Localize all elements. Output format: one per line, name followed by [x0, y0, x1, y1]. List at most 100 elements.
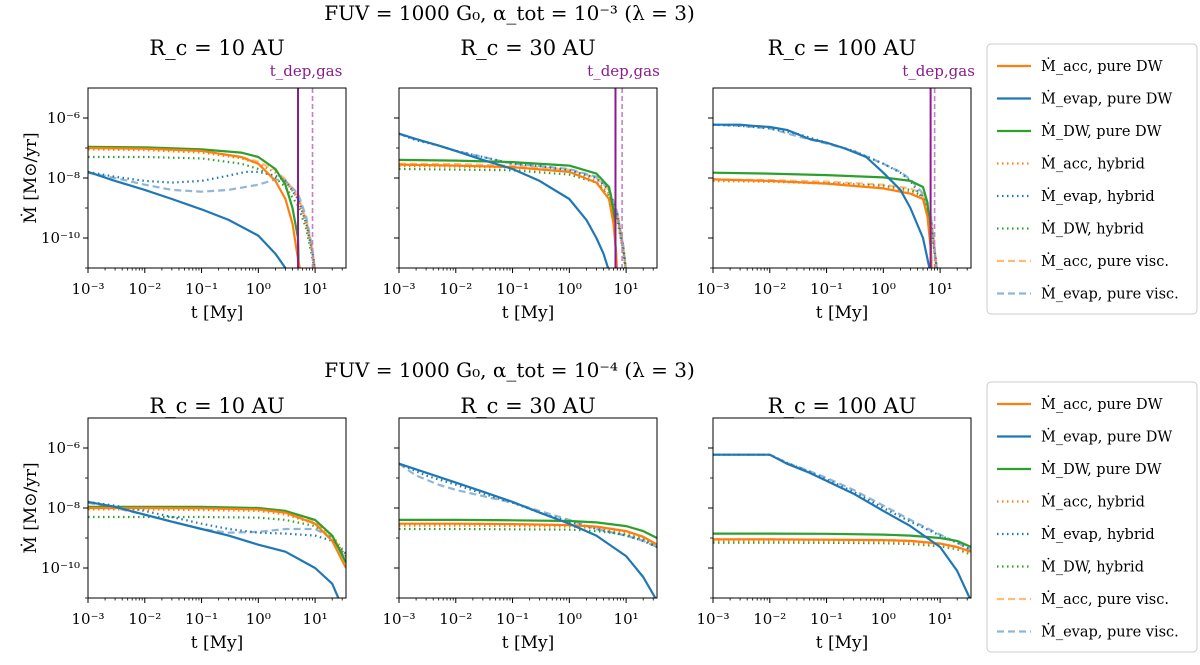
x-tick-label: 10⁻¹	[496, 280, 529, 298]
x-tick-label: 10¹	[614, 610, 639, 628]
series-line-dw_hybrid	[713, 541, 971, 556]
x-axis-label: t [My]	[502, 303, 555, 323]
panel-2-3: 10⁻³ 10⁻² 10⁻¹ 10⁰ 10¹ R_c = 100 AU t [My]	[696, 394, 972, 653]
x-tick-label: 10¹	[928, 610, 953, 628]
legend-label-acc_hybrid: Ṁ_acc, hybrid	[1041, 155, 1145, 173]
legend-label-evap_visc: Ṁ_evap, pure visc.	[1041, 623, 1179, 641]
plot-lines	[713, 123, 938, 268]
y-tick-label: 10⁻⁶	[47, 439, 80, 457]
x-tick-label: 10⁻²	[439, 280, 472, 298]
series-line-evap_pure_dw	[88, 170, 287, 268]
legend-label-evap_visc: Ṁ_evap, pure visc.	[1041, 285, 1179, 303]
tdep-label: t_dep,gas	[587, 62, 660, 80]
series-line-dw_pure_dw	[88, 145, 300, 268]
legend-label-evap_hybrid: Ṁ_evap, hybrid	[1041, 525, 1155, 543]
plot-lines	[399, 132, 627, 268]
x-tick-label: 10⁻²	[753, 280, 786, 298]
plot-lines	[399, 462, 657, 598]
legend-label-acc_pure_dw: Ṁ_acc, pure DW	[1041, 57, 1163, 75]
series-line-evap_visc	[88, 171, 316, 268]
panel-title: R_c = 30 AU	[460, 36, 595, 60]
series-line-acc_hybrid	[399, 524, 657, 546]
series-line-dw_hybrid	[399, 167, 627, 268]
x-tick-label: 10⁻²	[128, 610, 161, 628]
x-tick-label: 10⁻¹	[810, 280, 843, 298]
x-tick-label: 10⁰	[246, 610, 271, 628]
series-line-acc_visc	[713, 178, 938, 268]
figure-suptitle: FUV = 1000 G₀, α_tot = 10⁻³ (λ = 3)	[324, 1, 695, 25]
series-line-evap_visc	[88, 501, 346, 560]
legend-label-evap_hybrid: Ṁ_evap, hybrid	[1041, 187, 1155, 205]
x-tick-label: 10⁰	[871, 610, 896, 628]
x-tick-label: 10¹	[303, 610, 328, 628]
x-tick-label: 10⁰	[871, 280, 896, 298]
x-tick-label: 10⁻³	[382, 280, 415, 298]
x-tick-label: 10⁻¹	[185, 280, 218, 298]
series-line-acc_pure_dw	[88, 506, 346, 569]
panel-2-2: 10⁻³ 10⁻² 10⁻¹ 10⁰ 10¹ R_c = 30 AU t [My]	[382, 394, 658, 653]
legend-label-dw_pure_dw: Ṁ_DW, pure DW	[1041, 460, 1162, 478]
series-line-evap_hybrid	[399, 462, 657, 549]
tdep-label: t_dep,gas	[270, 62, 343, 80]
series-line-evap_pure_dw	[713, 123, 931, 268]
series-line-acc_pure_dw	[88, 146, 301, 268]
x-axis-label: t [My]	[816, 303, 869, 323]
series-line-dw_pure_dw	[713, 171, 933, 268]
legend-label-evap_pure_dw: Ṁ_evap, pure DW	[1041, 428, 1172, 446]
x-axis-label: t [My]	[191, 633, 244, 653]
y-tick-label: 10⁻⁸	[47, 169, 80, 187]
legend-1: Ṁ_acc, pure DW Ṁ_evap, pure DW Ṁ_DW, pure …	[986, 43, 1198, 315]
x-axis-label: t [My]	[816, 633, 869, 653]
x-tick-label: 10⁻³	[71, 610, 104, 628]
x-tick-label: 10⁻³	[382, 610, 415, 628]
series-line-acc_pure_dw	[399, 522, 657, 546]
panel-1-3: 10⁻³ 10⁻² 10⁻¹ 10⁰ 10¹ R_c = 100 AU t [My]	[696, 36, 972, 323]
x-tick-label: 10⁻²	[439, 610, 472, 628]
series-line-evap_pure_dw	[399, 462, 657, 598]
series-line-evap_hybrid	[88, 170, 316, 268]
x-tick-label: 10⁰	[557, 280, 582, 298]
series-line-dw_pure_dw	[713, 532, 971, 549]
panel-1-2: 10⁻³ 10⁻² 10⁻¹ 10⁰ 10¹ R_c = 30 AU t [My]	[382, 36, 658, 323]
plot-lines	[88, 145, 316, 268]
x-tick-label: 10⁻¹	[810, 610, 843, 628]
series-line-evap_hybrid	[399, 132, 627, 268]
x-tick-label: 10⁰	[557, 610, 582, 628]
x-tick-label: 10⁻¹	[496, 610, 529, 628]
panel-2-1: 10⁻³ 10⁻² 10⁻¹ 10⁰ 10¹ 10⁻⁶ 10⁻⁸ 10⁻¹⁰ R_c = 10 …	[20, 394, 347, 653]
x-tick-label: 10¹	[614, 280, 639, 298]
series-line-acc_hybrid	[713, 539, 971, 555]
x-tick-label: 10⁻²	[128, 280, 161, 298]
plot-lines	[713, 453, 971, 598]
series-line-acc_pure_dw	[399, 163, 618, 268]
series-line-dw_hybrid	[88, 155, 316, 268]
legend-2: Ṁ_acc, pure DW Ṁ_evap, pure DW Ṁ_DW, pure …	[986, 381, 1198, 653]
panel-title: R_c = 100 AU	[768, 394, 917, 418]
series-line-dw_pure_dw	[399, 518, 657, 539]
y-axis-label: Ṁ [M⊙/yr]	[20, 132, 41, 223]
y-axis-label: Ṁ [M⊙/yr]	[20, 462, 41, 553]
axes-frame	[712, 417, 972, 599]
series-line-evap_pure_dw	[88, 500, 340, 598]
y-tick-label: 10⁻⁶	[47, 109, 80, 127]
legend-label-acc_pure_dw: Ṁ_acc, pure DW	[1041, 395, 1163, 413]
x-axis-label: t [My]	[502, 633, 555, 653]
x-tick-label: 10⁻²	[753, 610, 786, 628]
series-line-evap_visc	[399, 132, 627, 268]
legend-label-dw_pure_dw: Ṁ_DW, pure DW	[1041, 122, 1162, 140]
legend-box	[986, 43, 1198, 315]
x-tick-label: 10¹	[928, 280, 953, 298]
series-line-evap_hybrid	[713, 453, 971, 551]
x-tick-label: 10⁻¹	[185, 610, 218, 628]
legend-label-acc_visc: Ṁ_acc, pure visc.	[1041, 590, 1169, 608]
axes-frame	[398, 87, 658, 269]
legend-label-evap_pure_dw: Ṁ_evap, pure DW	[1041, 90, 1172, 108]
series-line-evap_hybrid	[88, 500, 346, 555]
figure-suptitle: FUV = 1000 G₀, α_tot = 10⁻⁴ (λ = 3)	[324, 358, 695, 382]
legend-label-dw_hybrid: Ṁ_DW, hybrid	[1041, 558, 1144, 576]
x-tick-label: 10⁰	[246, 280, 271, 298]
y-tick-label: 10⁻⁸	[47, 499, 80, 517]
x-tick-label: 10¹	[303, 280, 328, 298]
panel-title: R_c = 10 AU	[149, 36, 284, 60]
